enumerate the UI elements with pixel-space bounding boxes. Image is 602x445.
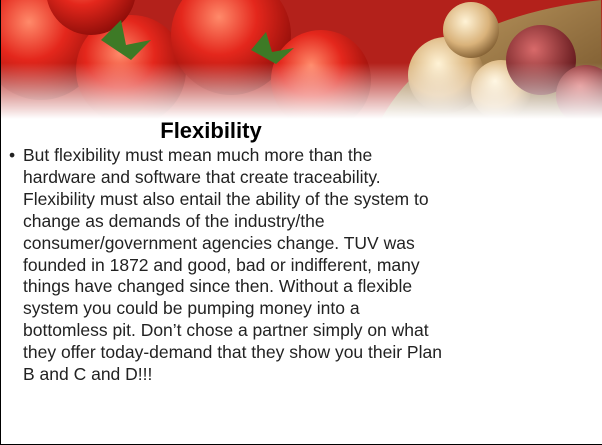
- text: they offer today-demand that they show y…: [23, 342, 442, 362]
- text: B and C and D!!!: [23, 364, 152, 384]
- text-line: B and C and D!!!: [9, 364, 442, 386]
- bullet-text: • But flexibility must mean much more tha…: [9, 145, 442, 386]
- text-line: • But flexibility must mean much more tha…: [9, 145, 442, 167]
- text: hardware and software that create tracea…: [23, 167, 381, 187]
- slide: Flexibility • But flexibility must mean m…: [0, 0, 602, 445]
- text-line: system you could be pumping money into a: [9, 298, 442, 320]
- text-line: they offer today-demand that they show y…: [9, 342, 442, 364]
- text-line: change as demands of the industry/the: [9, 211, 442, 233]
- text-line: bottomless pit. Don’t chose a partner si…: [9, 320, 442, 342]
- text: things have changed since then. Without …: [23, 276, 412, 296]
- text: change as demands of the industry/the: [23, 211, 325, 231]
- text-line: hardware and software that create tracea…: [9, 167, 442, 189]
- slide-title: Flexibility: [1, 118, 421, 144]
- text: Flexibility must also entail the ability…: [23, 189, 429, 209]
- text: bottomless pit. Don’t chose a partner si…: [23, 320, 429, 340]
- text: But flexibility must mean much more than…: [23, 145, 372, 165]
- text-line: consumer/government agencies change. TUV…: [9, 233, 442, 255]
- text: system you could be pumping money into a: [23, 298, 360, 318]
- text: consumer/government agencies change. TUV…: [23, 233, 415, 253]
- text: founded in 1872 and good, bad or indiffe…: [23, 255, 420, 275]
- bullet-mark: •: [9, 145, 15, 167]
- text-line: things have changed since then. Without …: [9, 276, 442, 298]
- text-line: Flexibility must also entail the ability…: [9, 189, 442, 211]
- text-line: founded in 1872 and good, bad or indiffe…: [9, 255, 442, 277]
